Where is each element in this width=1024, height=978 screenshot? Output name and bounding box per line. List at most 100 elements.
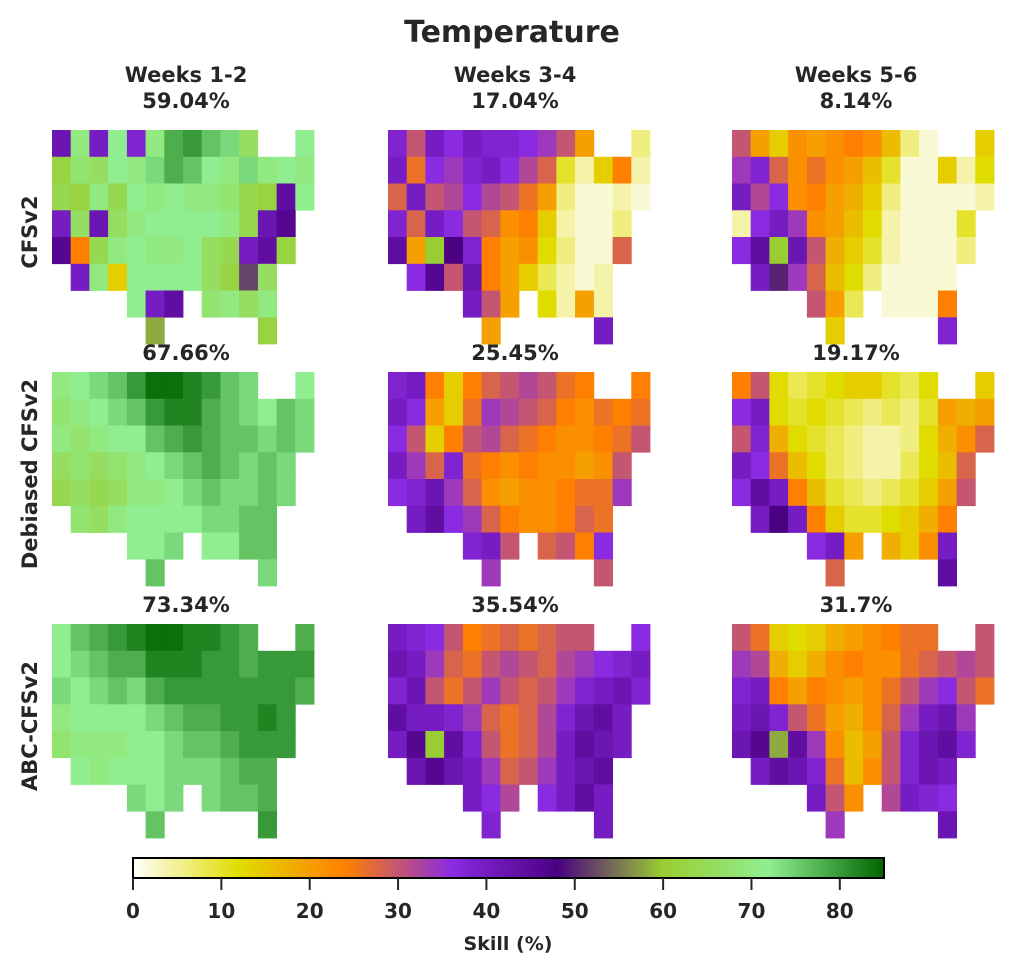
grid-cell [406,398,426,426]
grid-cell [481,704,501,732]
grid-cell [537,398,557,426]
grid-cell [89,677,109,705]
grid-cell [732,210,752,238]
grid-cell [183,130,203,158]
grid-cell [406,237,426,265]
grid-cell [257,237,277,265]
grid-cell [481,479,501,507]
grid-cell [145,559,165,587]
colorbar-tick-label: 30 [384,899,412,923]
grid-cell [462,704,482,732]
grid-cell [126,372,146,400]
grid-cell [239,263,259,291]
grid-cell [220,624,240,652]
grid-cell [863,425,883,453]
grid-cell [201,704,221,732]
grid-cell [239,237,259,265]
grid-cell [239,156,259,184]
grid-cell [257,731,277,759]
grid-cell [900,452,920,480]
grid-cell [52,372,72,400]
grid-cell [769,624,789,652]
grid-cell [556,757,576,785]
grid-cell [956,650,976,678]
grid-cell [220,372,240,400]
grid-cell [825,479,845,507]
grid-cell [844,784,864,812]
map-panel-abc-cfsv2-weeks-1-2: 73.34% [52,593,315,839]
grid-cell [556,237,576,265]
grid-cell [732,237,752,265]
grid-cell [844,624,864,652]
grid-cell [444,731,464,759]
grid-cell [70,677,90,705]
grid-cell [919,263,939,291]
map-panel-cfsv2-weeks-3-4: 17.04% [388,89,651,345]
grid-cell [126,210,146,238]
grid-cell [825,130,845,158]
grid-cell [519,237,539,265]
grid-cell [276,210,296,238]
grid-cell [519,677,539,705]
grid-cell [575,731,595,759]
grid-cell [462,505,482,533]
grid-cell [108,677,128,705]
grid-cell [481,372,501,400]
grid-cell [788,731,808,759]
grid-cell [900,237,920,265]
grid-cell [537,650,557,678]
grid-cell [388,479,408,507]
grid-cell [806,731,826,759]
grid-cell [89,237,109,265]
grid-cell [462,677,482,705]
grid-cell [70,731,90,759]
grid-cell [900,757,920,785]
grid-cell [919,452,939,480]
grid-cell [900,398,920,426]
grid-cell [406,650,426,678]
grid-cell [806,479,826,507]
grid-cell [863,452,883,480]
grid-cell [537,704,557,732]
grid-cell [537,784,557,812]
grid-cell [806,183,826,211]
column-title-weeks-3-4: Weeks 3-4 [454,63,577,87]
grid-cell [52,624,72,652]
grid-cell [575,183,595,211]
grid-cell [844,130,864,158]
grid-cell [201,650,221,678]
grid-cell [575,237,595,265]
grid-cell [593,731,613,759]
column-title-weeks-5-6: Weeks 5-6 [795,63,918,87]
grid-cell [593,183,613,211]
grid-cell [70,398,90,426]
grid-cell [919,677,939,705]
grid-cell [220,156,240,184]
grid-cell [89,757,109,785]
grid-cell [462,130,482,158]
grid-cell [575,650,595,678]
grid-cell [956,731,976,759]
grid-cell [937,532,957,560]
grid-cell [537,677,557,705]
grid-cell [126,452,146,480]
grid-cell [276,677,296,705]
grid-cell [183,650,203,678]
grid-cell [52,210,72,238]
grid-cell [919,532,939,560]
grid-cell [388,624,408,652]
grid-cell [295,624,315,652]
colorbar-ticks: 0 10 20 30 40 50 60 70 80 [126,878,854,923]
grid-cell [239,731,259,759]
grid-cell [183,731,203,759]
grid-cell [295,650,315,678]
grid-cell [257,650,277,678]
grid-cell [881,650,901,678]
grid-cell [612,398,632,426]
grid-cell [750,731,770,759]
grid-cell [444,452,464,480]
grid-cell [126,757,146,785]
grid-cell [937,505,957,533]
grid-cell [975,624,995,652]
grid-cell [481,559,501,587]
